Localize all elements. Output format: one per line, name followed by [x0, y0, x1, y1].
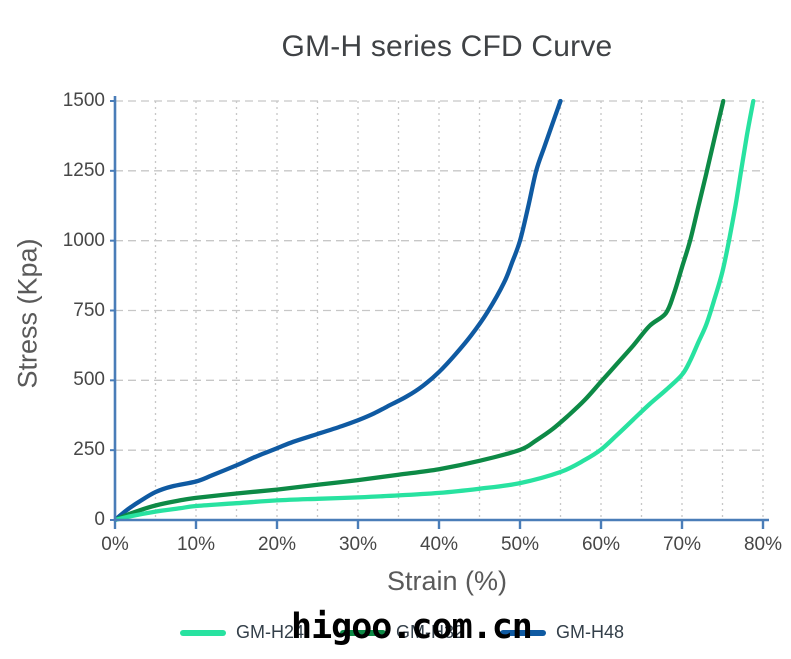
legend: GM-H24 GM-H32 GM-H48 [180, 622, 624, 643]
y-tick-label: 0 [94, 509, 105, 530]
x-tick-label: 0% [101, 534, 129, 555]
y-tick-label: 750 [73, 299, 105, 321]
legend-swatch-icon [180, 629, 226, 636]
y-tick-label: 1250 [62, 159, 105, 181]
legend-item: GM-H24 [180, 622, 304, 643]
x-tick-label: 70% [662, 534, 702, 555]
x-tick-label: 30% [338, 534, 378, 555]
legend-swatch-icon [340, 629, 387, 636]
x-tick-label: 80% [743, 534, 783, 555]
x-tick-label: 50% [500, 534, 540, 555]
legend-label: GM-H48 [556, 622, 625, 642]
watermark-text: higoo.com.cn [291, 607, 533, 647]
y-tick-label: 500 [73, 369, 105, 391]
curve-GM-H32 [115, 98, 726, 523]
y-tick-label: 1500 [62, 90, 105, 111]
legend-item: GM-H48 [500, 622, 624, 643]
x-tick-label: 40% [419, 534, 459, 555]
legend-label: GM-H32 [396, 622, 465, 642]
x-tick-label: 10% [176, 534, 216, 555]
legend-swatch-icon [500, 629, 547, 636]
chart-title: GM-H series CFD Curve [281, 30, 613, 63]
x-axis-title: Strain (%) [386, 566, 508, 596]
x-tick-label: 20% [257, 534, 297, 555]
legend-item: GM-H32 [340, 622, 464, 643]
curve-GM-H24 [115, 98, 756, 523]
curve-GM-H48 [115, 98, 563, 523]
y-tick-label: 250 [73, 439, 105, 461]
y-tick-label: 1000 [62, 229, 105, 251]
x-tick-label: 60% [581, 534, 621, 555]
legend-label: GM-H24 [236, 622, 305, 642]
